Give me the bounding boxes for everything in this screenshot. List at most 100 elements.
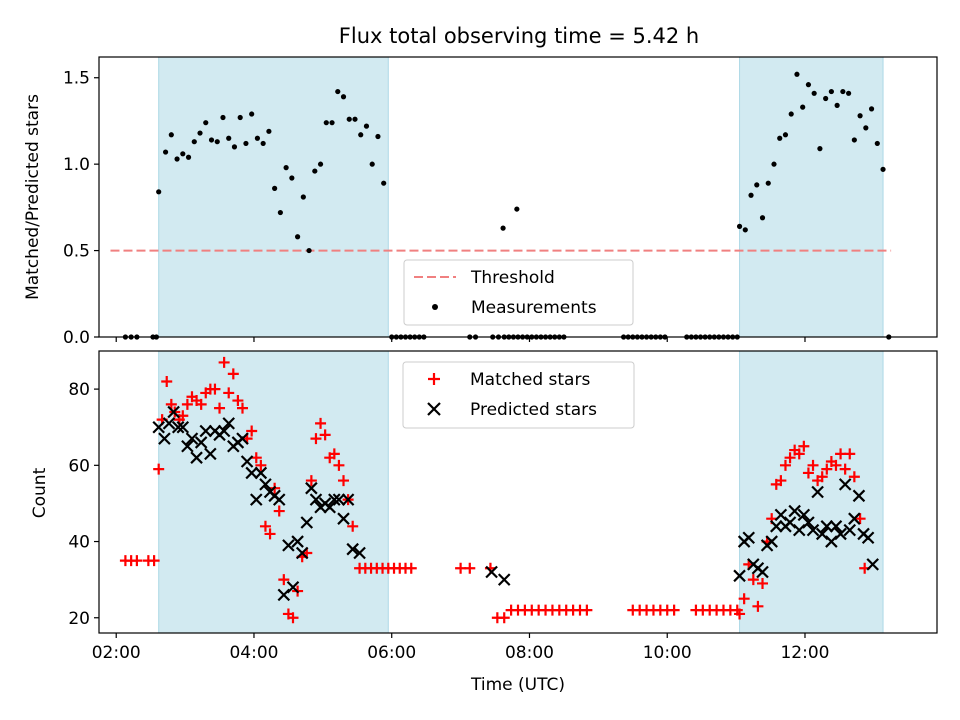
y-tick-label: 0.5	[63, 242, 90, 262]
counts-axes-frame	[98, 350, 938, 634]
measurement-point	[828, 88, 834, 95]
measurement-point	[300, 194, 306, 200]
measurement-point	[272, 185, 278, 191]
predicted-star-point	[742, 531, 756, 545]
matched-star-point	[153, 463, 165, 475]
measurement-point	[156, 189, 162, 195]
counts-xticks: 02:00 04:00 06:00 08:00 10:00 12:00	[92, 633, 829, 663]
predicted-star-point	[829, 520, 843, 533]
matched-star-point	[328, 448, 340, 460]
predicted-star-point	[254, 466, 268, 480]
measurement-point	[306, 247, 312, 254]
predicted-star-point	[861, 531, 875, 545]
matched-star-point	[333, 459, 345, 471]
x-tick-label: 02:00	[92, 643, 141, 663]
measurement-point	[794, 71, 800, 77]
predicted-star-point	[167, 405, 180, 419]
predicted-star-point	[346, 542, 359, 556]
predicted-star-point	[259, 478, 272, 491]
matched-star-point	[848, 471, 860, 483]
matched-star-point	[835, 448, 847, 460]
measurement-point	[863, 125, 869, 131]
measurement-point	[260, 140, 266, 147]
predicted-star-point	[797, 508, 811, 522]
predicted-star-point	[162, 417, 176, 430]
ratio-legend-box	[403, 259, 634, 326]
predicted-star-point	[158, 432, 171, 445]
predicted-star-point	[792, 523, 806, 537]
measurement-point	[226, 135, 232, 141]
legend-predicted-swatch	[427, 402, 441, 416]
measurement-point	[312, 168, 318, 174]
measurement-point	[880, 166, 886, 172]
matched-star-point	[273, 505, 285, 517]
measurement-point	[363, 123, 370, 129]
measurement-point	[817, 146, 823, 152]
measurement-point	[180, 151, 186, 157]
measurement-point	[185, 154, 192, 160]
measurement-point	[335, 88, 341, 95]
predicted-star-point	[152, 420, 165, 434]
ratio-legend: Threshold Measurements	[403, 259, 634, 326]
predicted-star-point	[305, 481, 318, 495]
legend-threshold-label: Threshold	[470, 268, 555, 288]
shaded-interval	[739, 56, 884, 338]
predicted-star-point	[353, 546, 366, 560]
matched-star-point	[255, 459, 267, 471]
matched-star-point	[315, 417, 327, 429]
counts-points	[119, 356, 879, 624]
matched-star-point	[338, 475, 350, 487]
predicted-star-point	[783, 516, 797, 529]
y-tick-label: 1.5	[63, 69, 90, 89]
matched-star-point	[259, 520, 271, 532]
predicted-star-point	[236, 432, 249, 445]
measurement-point	[840, 88, 846, 95]
matched-star-point	[347, 520, 359, 532]
matched-star-point	[209, 383, 221, 395]
matched-star-point	[250, 452, 262, 464]
measurement-point	[168, 132, 174, 138]
matched-star-point	[287, 612, 299, 624]
legend-predicted-label: Predicted stars	[470, 400, 597, 420]
predicted-star-point	[497, 573, 511, 586]
matched-star-point	[747, 574, 759, 586]
legend-matched-label: Matched stars	[470, 370, 590, 390]
measurement-point	[748, 192, 754, 198]
predicted-star-point	[249, 493, 263, 506]
predicted-star-point	[337, 512, 350, 525]
counts-legend: Matched stars Predicted stars	[402, 361, 635, 429]
measurement-point	[800, 104, 806, 110]
matched-star-point	[854, 513, 866, 525]
matched-star-point	[195, 398, 207, 410]
predicted-star-point	[815, 527, 829, 541]
matched-star-point	[839, 463, 851, 475]
predicted-star-point	[194, 436, 208, 449]
predicted-star-point	[341, 493, 355, 506]
measurement-point	[736, 223, 743, 229]
predicted-star-point	[300, 516, 314, 529]
predicted-star-point	[282, 539, 295, 552]
matched-star-point	[793, 448, 805, 460]
x-tick-label: 10:00	[643, 643, 692, 663]
measurement-point	[208, 137, 215, 143]
predicted-star-point	[199, 424, 213, 438]
matched-star-point	[405, 562, 417, 574]
measurement-point	[874, 140, 880, 147]
matched-star-point	[246, 425, 258, 437]
matched-star-point	[232, 395, 244, 407]
x-tick-label: 04:00	[229, 643, 278, 663]
predicted-star-point	[733, 569, 746, 583]
predicted-star-point	[204, 447, 217, 461]
matched-star-point	[148, 555, 160, 567]
matched-star-point	[816, 471, 828, 483]
matched-star-point	[218, 356, 230, 368]
measurement-point	[369, 161, 375, 167]
predicted-star-point	[811, 485, 824, 499]
predicted-star-point	[181, 439, 194, 453]
predicted-star-point	[240, 455, 254, 468]
matched-star-point	[223, 387, 235, 399]
measurement-point	[358, 132, 364, 138]
measurement-point	[289, 175, 295, 181]
